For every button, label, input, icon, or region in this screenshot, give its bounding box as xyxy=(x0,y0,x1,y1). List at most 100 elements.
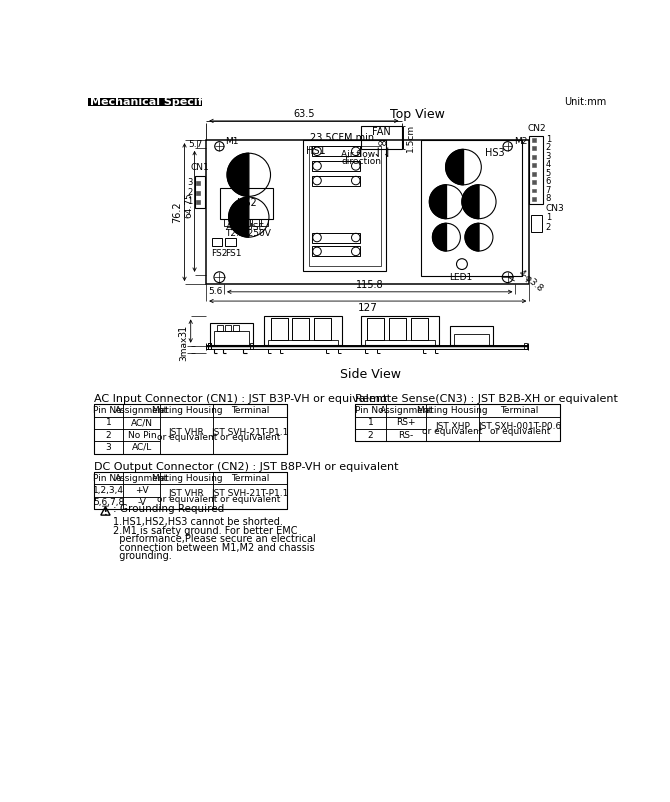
Bar xyxy=(479,404,560,416)
Bar xyxy=(312,161,360,171)
Text: ∞: ∞ xyxy=(376,136,387,149)
Text: Top View: Top View xyxy=(389,108,444,121)
Text: direction: direction xyxy=(341,157,381,166)
Bar xyxy=(217,325,223,331)
Text: CN1: CN1 xyxy=(191,164,209,172)
Polygon shape xyxy=(446,149,464,184)
Bar xyxy=(531,215,542,232)
Text: 2.M1 is safety ground. For better EMC: 2.M1 is safety ground. For better EMC xyxy=(113,526,297,536)
Text: 4-φ3.8: 4-φ3.8 xyxy=(516,268,545,294)
Text: 1: 1 xyxy=(368,418,373,427)
Bar xyxy=(123,484,161,496)
Text: 3: 3 xyxy=(187,178,192,187)
Bar xyxy=(214,331,249,345)
Text: FAN: FAN xyxy=(372,128,391,137)
Text: ⇃⇃: ⇃⇃ xyxy=(373,148,393,160)
Text: 2: 2 xyxy=(368,431,373,439)
Bar xyxy=(243,219,250,226)
Text: M1: M1 xyxy=(226,137,239,146)
Text: 3: 3 xyxy=(545,152,551,160)
Bar xyxy=(361,316,439,345)
Text: Pin No.: Pin No. xyxy=(93,474,124,483)
Bar xyxy=(225,238,236,246)
Text: or equivalent: or equivalent xyxy=(157,495,217,504)
Bar xyxy=(224,219,231,226)
Bar xyxy=(421,140,522,277)
Bar xyxy=(386,416,426,429)
Bar xyxy=(94,484,123,496)
Text: RS+: RS+ xyxy=(397,418,416,427)
Text: CN2: CN2 xyxy=(527,124,545,133)
Bar xyxy=(196,200,200,204)
Text: Assignment: Assignment xyxy=(115,406,168,415)
Text: LED1: LED1 xyxy=(450,273,473,282)
Text: AC/L: AC/L xyxy=(132,443,152,452)
Text: !: ! xyxy=(103,508,107,516)
Bar xyxy=(361,126,401,149)
Text: 1.5cm: 1.5cm xyxy=(406,124,415,152)
Text: +V: +V xyxy=(135,486,149,495)
Bar xyxy=(196,191,200,195)
Text: CN3: CN3 xyxy=(545,205,564,213)
Text: RS-: RS- xyxy=(399,431,414,439)
Text: 7: 7 xyxy=(545,186,551,195)
Bar xyxy=(196,181,200,184)
Bar xyxy=(208,343,211,349)
Bar xyxy=(355,404,560,441)
Bar xyxy=(94,404,123,416)
Text: or equivalent: or equivalent xyxy=(157,433,217,442)
Text: 5: 5 xyxy=(545,168,551,178)
Text: JST VHR: JST VHR xyxy=(169,489,205,499)
Text: or equivalent: or equivalent xyxy=(220,433,280,442)
Bar xyxy=(88,98,202,106)
Bar xyxy=(123,416,161,429)
Bar xyxy=(94,441,123,453)
Text: 31: 31 xyxy=(178,325,188,337)
Text: FS1: FS1 xyxy=(226,249,242,258)
Bar xyxy=(426,416,479,441)
Text: 2: 2 xyxy=(187,188,192,197)
Bar xyxy=(210,323,253,345)
Text: 5,6,7,8: 5,6,7,8 xyxy=(93,498,124,508)
Bar xyxy=(533,180,537,184)
Text: Air flow: Air flow xyxy=(341,150,375,160)
Text: 1.HS1,HS2,HS3 cannot be shorted.: 1.HS1,HS2,HS3 cannot be shorted. xyxy=(113,517,283,528)
Bar xyxy=(312,233,360,242)
Text: M2: M2 xyxy=(514,137,527,146)
Text: 1,2,3,4: 1,2,3,4 xyxy=(93,486,124,495)
Bar xyxy=(454,334,489,345)
Text: 1: 1 xyxy=(106,418,111,427)
Bar xyxy=(365,339,435,345)
Polygon shape xyxy=(462,184,479,219)
Polygon shape xyxy=(227,153,249,196)
Text: 2: 2 xyxy=(545,144,551,152)
Text: ∓ : Grounding Required: ∓ : Grounding Required xyxy=(100,504,224,513)
Bar xyxy=(355,404,386,416)
Text: 2: 2 xyxy=(545,224,551,233)
Polygon shape xyxy=(429,184,446,219)
Text: T2.5/250V: T2.5/250V xyxy=(226,229,271,237)
Text: Terminal: Terminal xyxy=(230,474,269,483)
Bar xyxy=(533,164,537,167)
Bar xyxy=(213,472,287,484)
Text: Pin No.: Pin No. xyxy=(355,406,386,415)
Bar xyxy=(123,496,161,509)
Bar xyxy=(250,343,253,349)
Bar xyxy=(261,219,268,226)
Text: AC/N: AC/N xyxy=(131,418,153,427)
Text: Assignment: Assignment xyxy=(379,406,433,415)
Text: connection between M1,M2 and chassis: connection between M1,M2 and chassis xyxy=(113,543,315,553)
Bar xyxy=(312,176,360,185)
Bar xyxy=(232,325,239,331)
Text: or equivalent: or equivalent xyxy=(220,495,280,504)
Bar xyxy=(161,472,213,484)
Bar xyxy=(208,343,211,349)
Bar xyxy=(123,404,161,416)
Bar xyxy=(312,246,360,257)
Text: Assignment: Assignment xyxy=(115,474,168,483)
Text: HS3: HS3 xyxy=(485,148,505,158)
Text: Terminal: Terminal xyxy=(230,406,269,415)
Bar xyxy=(367,318,385,339)
Text: grounding.: grounding. xyxy=(113,551,172,561)
Text: AC FUSE: AC FUSE xyxy=(226,222,264,232)
